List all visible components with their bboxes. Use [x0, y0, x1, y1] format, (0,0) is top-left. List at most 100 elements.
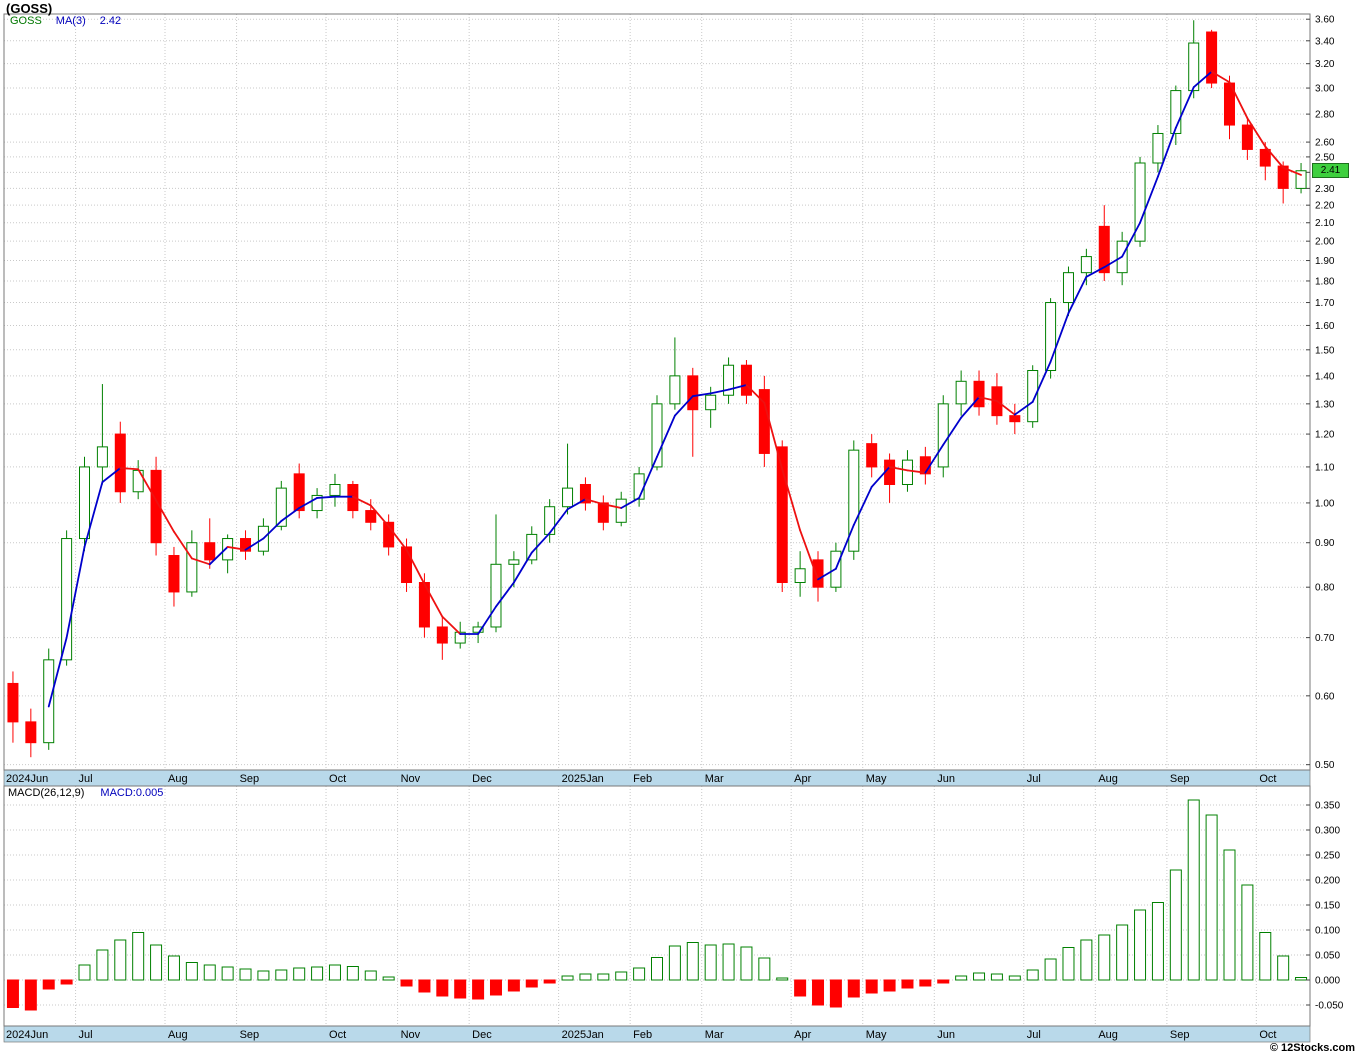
svg-text:Sep: Sep [1170, 1029, 1190, 1041]
svg-text:Oct: Oct [1259, 773, 1276, 785]
candle-body [544, 506, 556, 535]
svg-text:0.90: 0.90 [1315, 538, 1335, 549]
candle-body [651, 403, 663, 468]
macd-bar [132, 932, 145, 981]
price-panel-frame [3, 13, 1311, 771]
macd-bar [722, 943, 735, 981]
svg-text:Mar: Mar [705, 1029, 724, 1041]
macd-bar [1295, 977, 1308, 981]
price-axis-labels: 3.603.403.203.002.802.602.502.402.302.20… [1306, 15, 1335, 771]
macd-bar [543, 979, 556, 984]
candle-body [526, 533, 538, 561]
candle-body [1009, 415, 1021, 423]
macd-bar [597, 973, 610, 981]
macd-bar [1008, 975, 1021, 981]
candle-body [79, 466, 91, 540]
candle-body [937, 403, 949, 468]
candle-body [812, 559, 824, 588]
macd-bar [847, 979, 860, 998]
svg-text:Sep: Sep [1170, 773, 1190, 785]
svg-text:0.000: 0.000 [1315, 976, 1340, 987]
price-grid [4, 14, 1310, 770]
macd-bar [686, 942, 699, 981]
candle-body [1241, 124, 1253, 150]
svg-text:Jun: Jun [937, 773, 955, 785]
candle-body [1045, 302, 1057, 372]
candle-body [740, 364, 752, 396]
svg-text:0.150: 0.150 [1315, 901, 1340, 912]
macd-bar [150, 944, 163, 981]
macd-bar [1098, 934, 1111, 981]
candle-body [723, 364, 735, 396]
macd-bar [60, 979, 73, 985]
candle-body [1277, 165, 1289, 189]
candle-body [901, 459, 913, 485]
macd-bar [364, 970, 377, 981]
candle-body [168, 555, 180, 593]
svg-text:Apr: Apr [794, 1029, 811, 1041]
svg-text:Sep: Sep [240, 773, 260, 785]
svg-text:0.80: 0.80 [1315, 583, 1335, 594]
candle-body [186, 542, 198, 593]
macd-panel-frame [3, 785, 1311, 1027]
candle-body [562, 487, 574, 508]
svg-text:Apr: Apr [794, 773, 811, 785]
svg-text:0.70: 0.70 [1315, 633, 1335, 644]
macd-bar [579, 973, 592, 981]
macd-value-label: MACD:0.005 [100, 787, 164, 799]
candle-body [848, 449, 860, 552]
svg-text:1.50: 1.50 [1315, 345, 1335, 356]
candle-body [579, 483, 591, 504]
candle-body [1295, 170, 1307, 189]
macd-grid [4, 786, 1310, 1026]
price-legend: GOSS MA(3) 2.42 [10, 15, 121, 27]
svg-text:Jul: Jul [79, 1029, 93, 1041]
macd-bar [78, 964, 91, 981]
macd-bar [167, 955, 180, 981]
candle-body [1098, 225, 1110, 274]
macd-bar [865, 979, 878, 994]
candle-body [597, 502, 609, 523]
svg-text:1.20: 1.20 [1315, 430, 1335, 441]
macd-params-label: MACD(26,12,9) [8, 787, 85, 799]
svg-text:2025Jan: 2025Jan [562, 773, 604, 785]
candle-body [1188, 42, 1200, 92]
month-labels: 2024Jun 2024Jun Jul Jul Aug Aug Sep Sep Oct Oct No… [6, 773, 1276, 1041]
macd-bar [812, 979, 825, 1006]
candle-body [1134, 162, 1146, 242]
macd-axis-labels: 0.350 0.300 0.250 0.200 0.150 0.100 0.050 0.000… [1306, 801, 1344, 1012]
candle-body [705, 394, 717, 411]
svg-text:Dec: Dec [472, 773, 492, 785]
svg-text:1.10: 1.10 [1315, 462, 1335, 473]
candle-body [973, 380, 985, 408]
macd-bar [937, 979, 950, 984]
svg-text:Aug: Aug [168, 773, 188, 785]
macd-bar [114, 939, 127, 981]
svg-text:Nov: Nov [401, 773, 421, 785]
macd-bar [328, 964, 341, 981]
macd-legend: MACD(26,12,9) MACD:0.005 [8, 787, 163, 799]
candle-body [884, 459, 896, 485]
svg-text:2024Jun: 2024Jun [6, 773, 48, 785]
macd-bar [1259, 932, 1272, 981]
svg-text:1.40: 1.40 [1315, 371, 1335, 382]
macd-bar [203, 964, 216, 981]
candle-body [615, 498, 627, 523]
svg-text:2.10: 2.10 [1315, 218, 1335, 229]
candle-body [1170, 90, 1182, 134]
candle-body [776, 446, 788, 583]
macd-bar [794, 979, 807, 997]
macd-bar [758, 957, 771, 981]
svg-text:0.250: 0.250 [1315, 851, 1340, 862]
last-price-badge: 2.41 [1312, 162, 1349, 178]
macd-bar [436, 979, 449, 997]
svg-text:Mar: Mar [705, 773, 724, 785]
svg-text:Aug: Aug [1098, 1029, 1118, 1041]
legend-ma-value: 2.42 [99, 15, 122, 27]
svg-text:Feb: Feb [633, 1029, 652, 1041]
svg-text:Sep: Sep [240, 1029, 260, 1041]
candle-body [329, 483, 341, 496]
candle-body [293, 473, 305, 512]
